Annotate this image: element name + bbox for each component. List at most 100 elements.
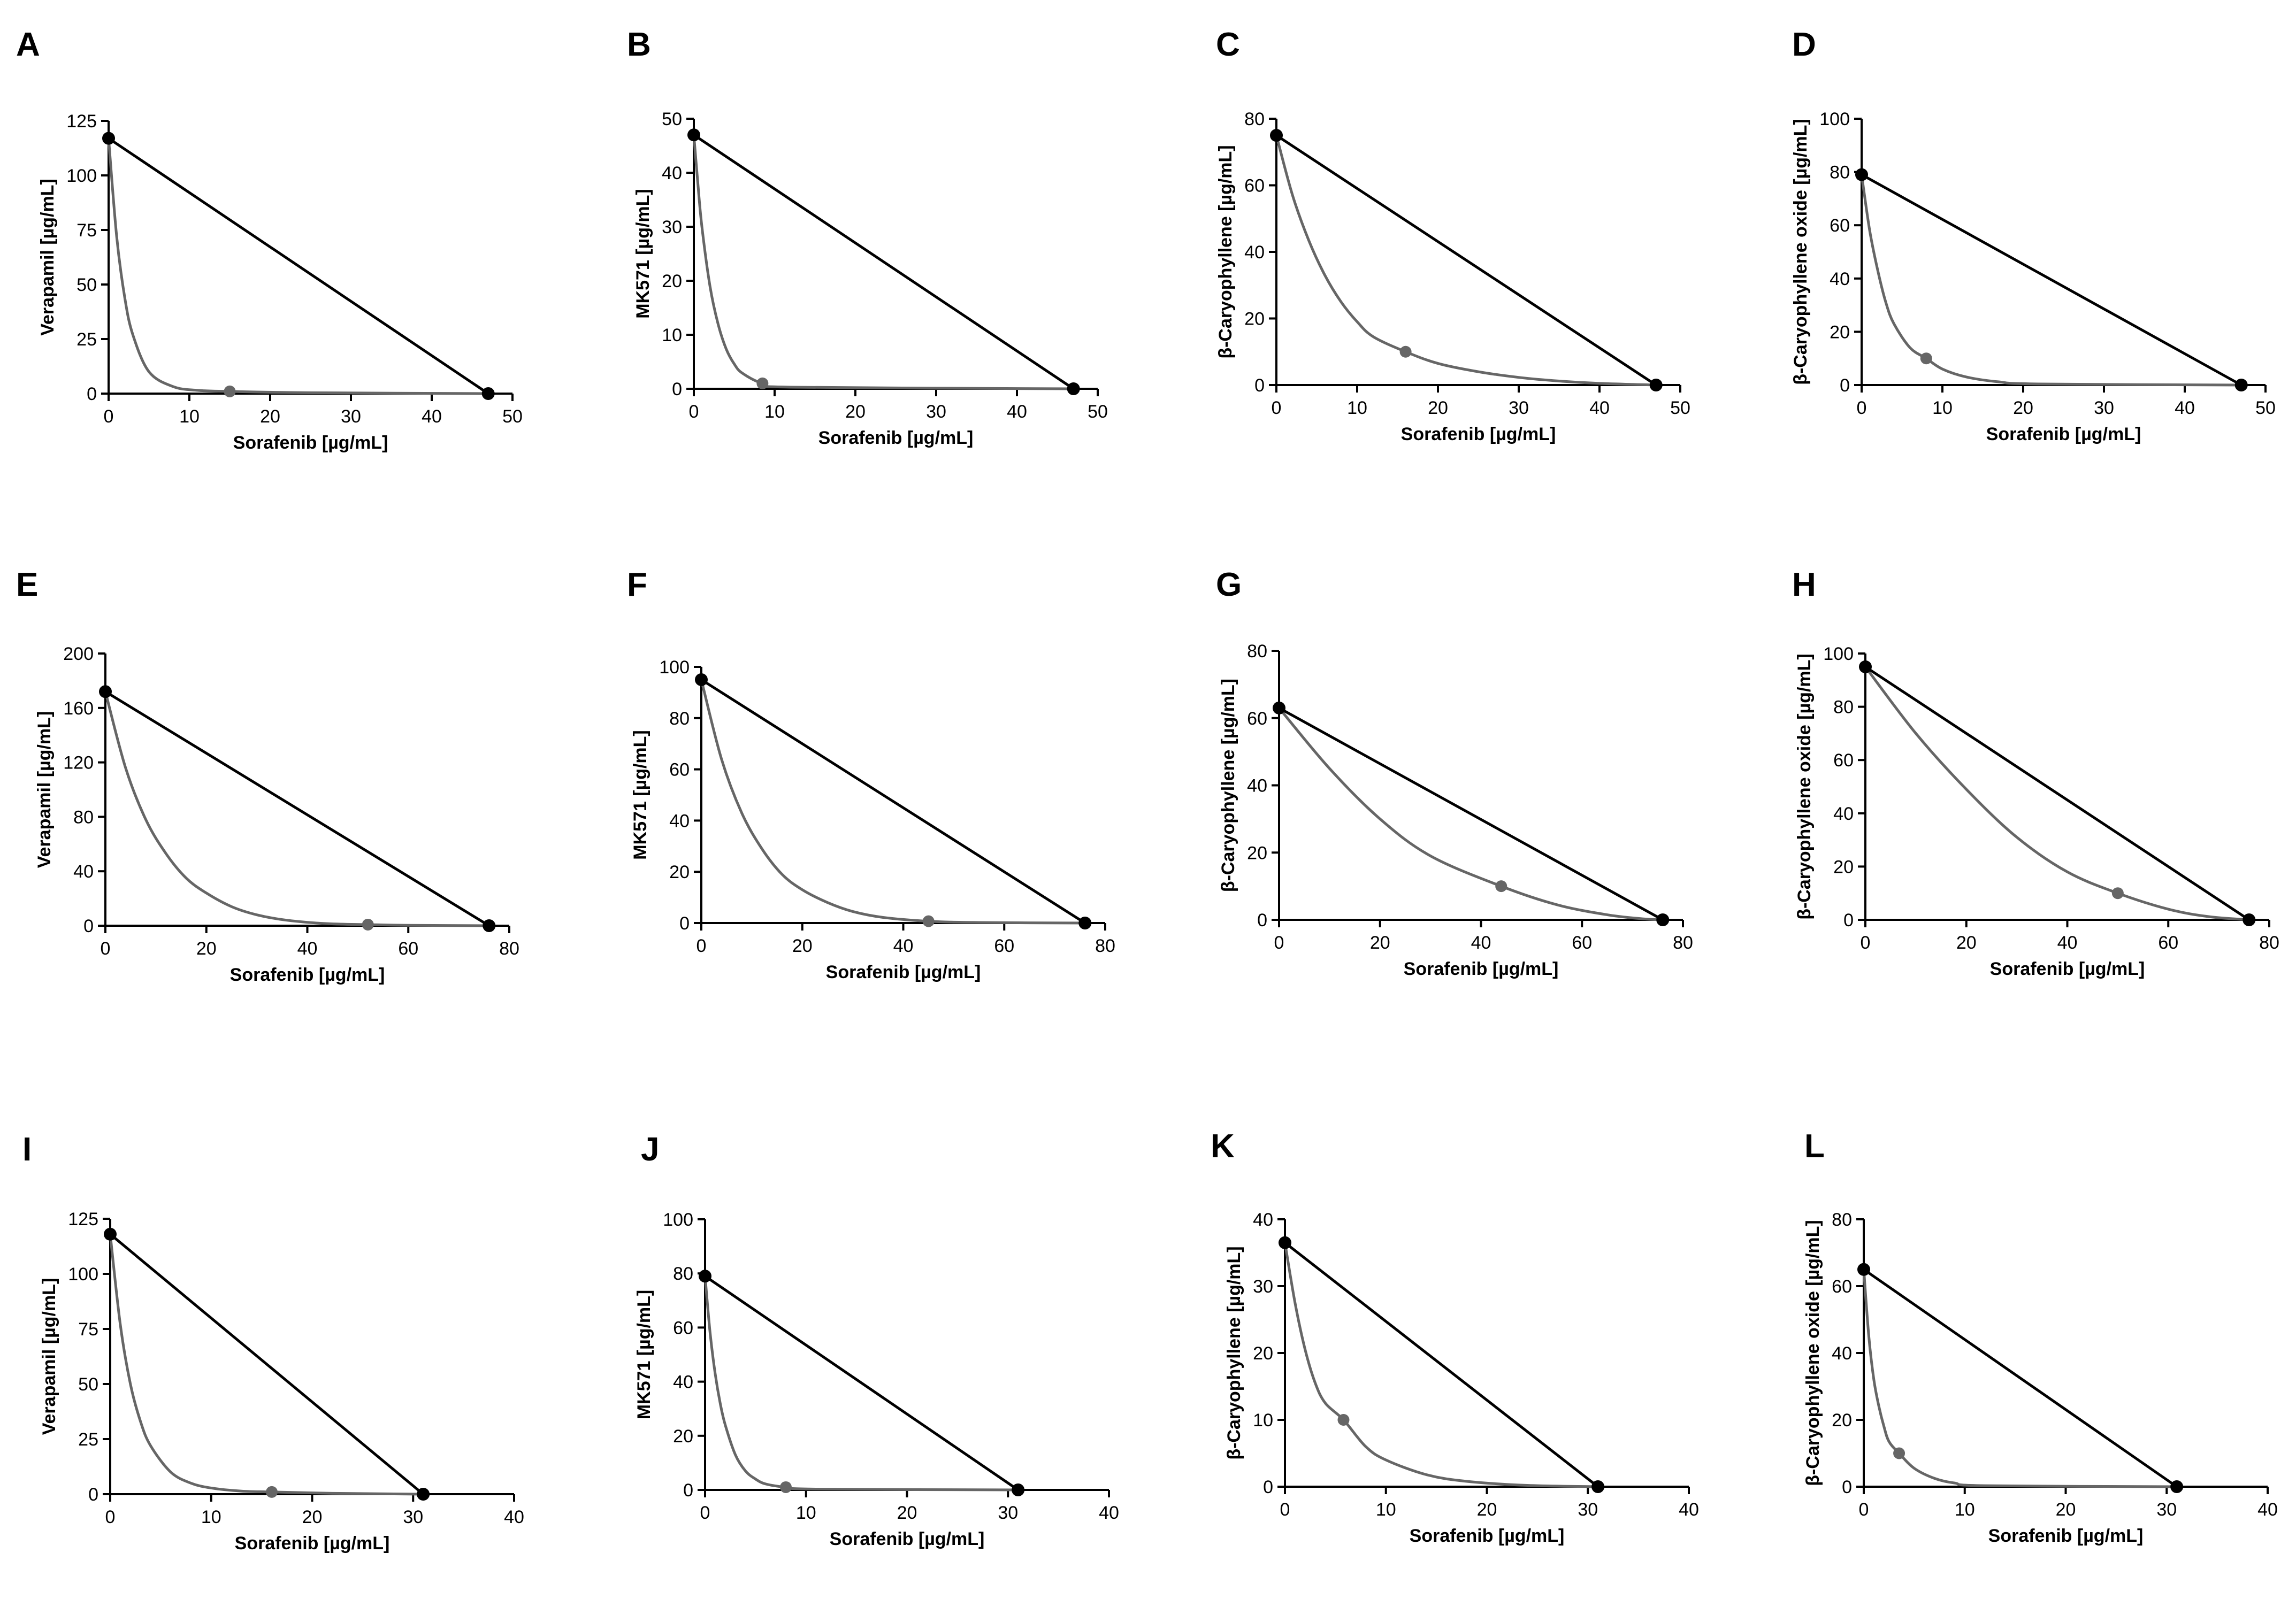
y-tick-label-c: 20 xyxy=(1244,309,1265,329)
x-tick-label-g: 60 xyxy=(1572,933,1592,953)
x-intercept-point-j xyxy=(1012,1483,1025,1496)
y-tick-label-f: 60 xyxy=(669,760,690,780)
y-tick-label-d: 0 xyxy=(1840,375,1850,396)
x-tick-label-g: 80 xyxy=(1673,933,1693,953)
panel-letter-a: A xyxy=(16,26,40,63)
y-tick-label-j: 40 xyxy=(673,1372,693,1393)
y-tick-label-i: 75 xyxy=(78,1319,98,1340)
chart-panel-i: I 0 10 20 30 40 0 25 50 75 100 125 Sorafenib [µg/mL]… xyxy=(22,1131,524,1554)
chart-panel-l: L 0 10 20 30 40 0 20 40 60 80 Sorafenib [µg/mL] β-Ca… xyxy=(1803,1128,2278,1546)
x-tick-label-k: 30 xyxy=(1578,1500,1598,1520)
y-tick-label-a: 75 xyxy=(76,220,97,241)
x-intercept-point-l xyxy=(2170,1480,2184,1493)
y-tick-label-c: 60 xyxy=(1244,176,1265,196)
chart-panel-a: A 0 10 20 30 40 50 0 25 50 75 100 125 Sorafenib [µg/m… xyxy=(16,26,523,453)
y-tick-label-g: 40 xyxy=(1247,776,1267,796)
x-tick-label-j: 0 xyxy=(700,1503,710,1523)
y-axis-label-f: MK571 [µg/mL] xyxy=(630,730,650,860)
y-intercept-point-e xyxy=(99,685,112,698)
x-tick-label-h: 20 xyxy=(1956,933,1977,953)
y-intercept-point-l xyxy=(1857,1263,1870,1276)
x-tick-label-d: 0 xyxy=(1857,398,1867,418)
y-tick-label-b: 0 xyxy=(672,379,682,399)
x-tick-label-l: 30 xyxy=(2156,1500,2177,1520)
x-tick-label-b: 30 xyxy=(926,402,946,422)
combination-point-j xyxy=(780,1481,792,1493)
y-axis-label-j: MK571 [µg/mL] xyxy=(634,1290,654,1420)
y-tick-label-j: 60 xyxy=(673,1318,693,1338)
y-intercept-point-b xyxy=(687,128,700,142)
x-tick-label-b: 20 xyxy=(845,402,866,422)
y-tick-label-l: 20 xyxy=(1832,1410,1852,1431)
y-tick-label-k: 20 xyxy=(1253,1343,1273,1364)
x-tick-label-d: 50 xyxy=(2255,398,2276,418)
x-tick-label-b: 50 xyxy=(1088,402,1108,422)
x-tick-label-d: 10 xyxy=(1932,398,1953,418)
isobole-curve-c xyxy=(1275,135,1656,387)
y-tick-label-l: 80 xyxy=(1832,1210,1852,1230)
y-tick-label-k: 10 xyxy=(1253,1410,1273,1431)
y-tick-label-k: 30 xyxy=(1253,1277,1273,1297)
y-tick-label-f: 0 xyxy=(679,913,690,934)
panel-letter-b: B xyxy=(627,26,651,63)
x-intercept-point-h xyxy=(2243,913,2256,926)
y-intercept-point-c xyxy=(1270,129,1283,142)
y-intercept-point-g xyxy=(1273,701,1285,714)
combination-point-c xyxy=(1399,345,1412,358)
y-tick-label-e: 40 xyxy=(73,862,94,882)
y-tick-label-g: 80 xyxy=(1247,641,1267,662)
y-tick-label-b: 50 xyxy=(662,109,682,129)
x-tick-label-c: 40 xyxy=(1589,398,1610,418)
x-tick-label-c: 20 xyxy=(1428,398,1448,418)
x-tick-label-c: 10 xyxy=(1347,398,1367,418)
y-intercept-point-k xyxy=(1279,1236,1291,1249)
x-tick-label-j: 10 xyxy=(796,1503,816,1523)
y-tick-label-f: 20 xyxy=(669,862,690,882)
combination-point-d xyxy=(1920,352,1932,365)
x-tick-label-k: 10 xyxy=(1376,1500,1396,1520)
x-axis-label-j: Sorafenib [µg/mL] xyxy=(830,1529,985,1549)
y-tick-label-j: 100 xyxy=(663,1210,693,1230)
x-tick-label-l: 20 xyxy=(2056,1500,2076,1520)
x-tick-label-a: 40 xyxy=(422,406,442,427)
y-axis-label-l: β-Caryophyllene oxide [µg/mL] xyxy=(1803,1220,1823,1486)
y-tick-label-k: 40 xyxy=(1253,1210,1273,1230)
y-tick-label-h: 100 xyxy=(1823,644,1854,664)
isobole-curve-h xyxy=(1864,666,2249,921)
x-tick-label-i: 10 xyxy=(201,1507,221,1527)
x-axis-label-d: Sorafenib [µg/mL] xyxy=(1986,424,2141,444)
y-tick-label-a: 0 xyxy=(87,384,97,404)
y-tick-label-d: 20 xyxy=(1830,322,1850,342)
x-axis-label-a: Sorafenib [µg/mL] xyxy=(233,433,388,453)
y-tick-label-e: 120 xyxy=(63,753,94,773)
y-intercept-point-j xyxy=(699,1270,711,1283)
y-tick-label-l: 40 xyxy=(1832,1343,1852,1364)
y-tick-label-e: 160 xyxy=(63,698,94,719)
y-tick-label-f: 100 xyxy=(659,657,690,678)
combination-point-f xyxy=(922,915,935,927)
y-tick-label-e: 80 xyxy=(73,807,94,827)
combination-point-h xyxy=(2111,887,2124,900)
x-axis-label-l: Sorafenib [µg/mL] xyxy=(1988,1526,2144,1546)
y-tick-label-d: 80 xyxy=(1830,163,1850,183)
combination-point-g xyxy=(1495,880,1507,893)
y-tick-label-g: 0 xyxy=(1257,910,1267,931)
x-tick-label-f: 40 xyxy=(893,936,914,956)
combination-point-a xyxy=(224,385,236,397)
x-tick-label-h: 40 xyxy=(2057,933,2078,953)
combination-point-b xyxy=(756,377,769,389)
x-axis-label-f: Sorafenib [µg/mL] xyxy=(826,962,981,982)
x-tick-label-d: 20 xyxy=(2013,398,2033,418)
chart-panel-e: E 0 20 40 60 80 0 40 80 120 160 200 Sorafenib [µg/mL… xyxy=(16,566,519,985)
y-tick-label-i: 100 xyxy=(68,1264,98,1285)
y-tick-label-h: 20 xyxy=(1833,857,1854,877)
x-axis-label-b: Sorafenib [µg/mL] xyxy=(818,428,974,448)
x-tick-label-g: 40 xyxy=(1471,933,1491,953)
chart-panel-j: J 0 10 20 30 40 0 20 40 60 80 100 Sorafenib [µg/mL] M… xyxy=(634,1131,1119,1549)
x-axis-label-g: Sorafenib [µg/mL] xyxy=(1404,959,1559,979)
y-tick-label-d: 60 xyxy=(1830,216,1850,236)
x-axis-label-e: Sorafenib [µg/mL] xyxy=(230,965,385,985)
x-tick-label-f: 20 xyxy=(792,936,813,956)
x-tick-label-e: 0 xyxy=(101,939,111,959)
